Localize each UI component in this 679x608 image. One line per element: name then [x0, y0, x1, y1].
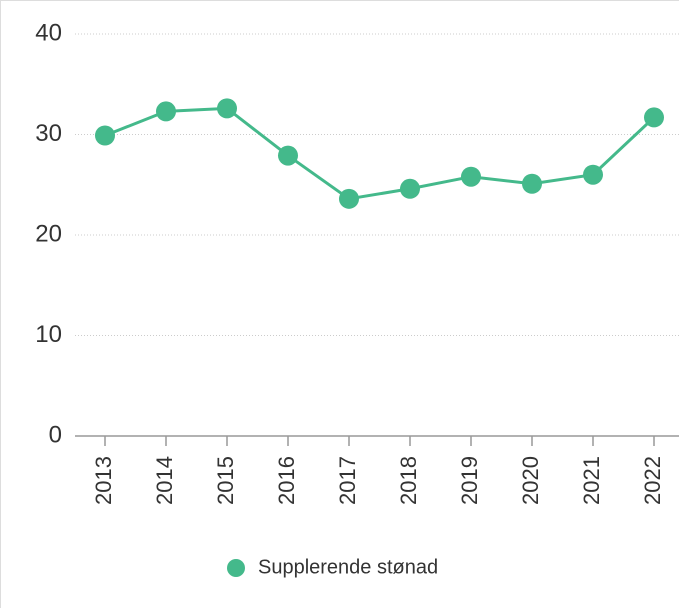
x-tick-label: 2016 — [274, 456, 299, 505]
x-tick-label: 2022 — [640, 456, 665, 505]
data-point — [339, 188, 359, 209]
legend-marker — [227, 559, 245, 577]
x-tick-label: 2013 — [91, 456, 116, 505]
data-point — [522, 173, 542, 194]
data-point — [217, 98, 237, 119]
y-tick-label: 20 — [35, 220, 62, 247]
x-tick-label: 2019 — [457, 456, 482, 505]
data-point — [278, 145, 298, 166]
x-tick-label: 2015 — [213, 456, 238, 505]
x-tick-label: 2018 — [396, 456, 421, 505]
x-tick-label: 2014 — [152, 456, 177, 505]
data-point — [400, 178, 420, 199]
y-tick-label: 10 — [35, 321, 62, 348]
x-tick-label: 2017 — [335, 456, 360, 505]
legend-label: Supplerende stønad — [258, 556, 438, 578]
data-point — [644, 107, 664, 128]
data-point — [461, 166, 481, 187]
data-point — [95, 125, 115, 146]
x-tick-label: 2020 — [518, 456, 543, 505]
x-tick-label: 2021 — [579, 456, 604, 505]
series-line — [104, 106, 656, 201]
data-point — [583, 164, 603, 185]
y-tick-label: 0 — [49, 421, 62, 448]
data-point — [156, 101, 176, 122]
y-tick-label: 30 — [35, 120, 62, 147]
y-tick-label: 40 — [35, 19, 62, 46]
